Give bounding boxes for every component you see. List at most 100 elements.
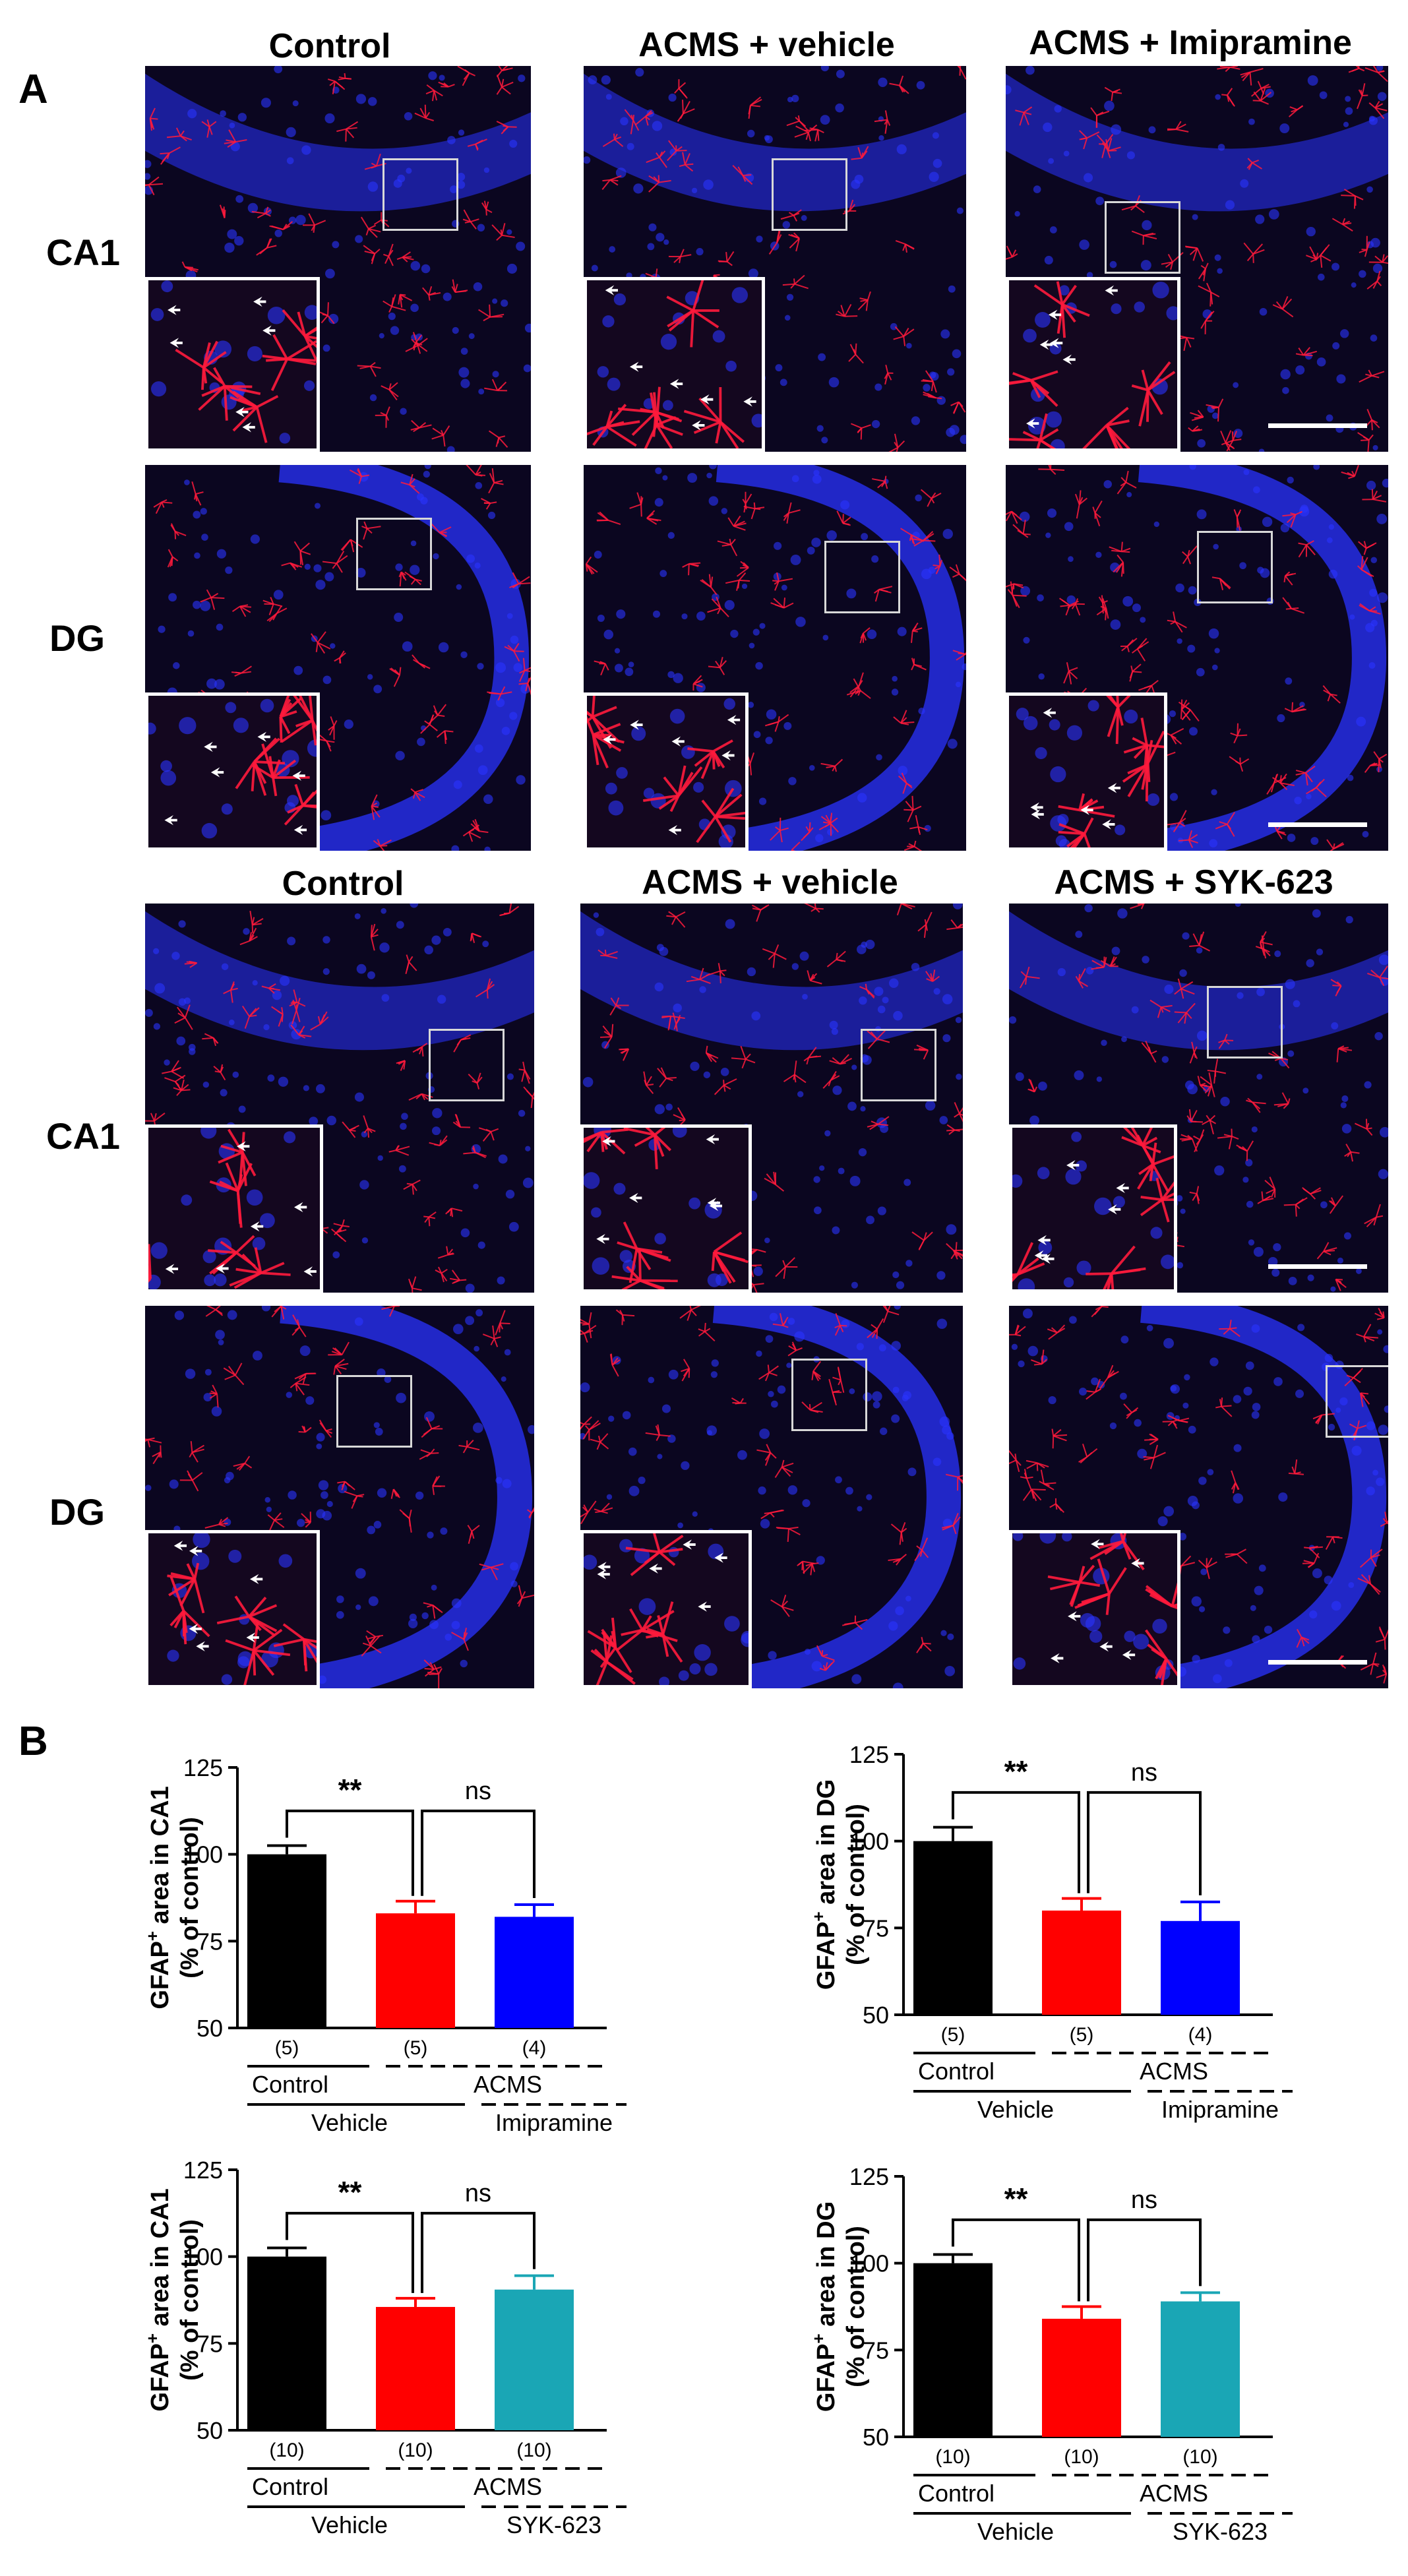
significance-label: ns [1131, 2186, 1157, 2214]
group-label-vehicle: Vehicle [311, 2511, 388, 2538]
bar [913, 2263, 993, 2437]
n-label: (5) [1070, 2024, 1094, 2046]
n-label: (4) [1188, 2024, 1213, 2046]
bar [495, 1917, 574, 2028]
zoom-inset [145, 1530, 320, 1688]
group-label-vehicle: Vehicle [977, 2518, 1054, 2545]
group-label-control: Control [252, 2071, 328, 2098]
bar [913, 1841, 993, 2015]
group-label-control: Control [918, 2480, 995, 2507]
micrograph-image [580, 1306, 963, 1688]
group-label-vehicle: Vehicle [311, 2109, 388, 2136]
micrograph-image [1009, 904, 1388, 1293]
y-tick-label: 125 [183, 2157, 223, 2184]
bar [1042, 1911, 1121, 2015]
significance-label: ** [338, 1773, 362, 1807]
chart-svg: 50 75 100 125 GFAP+ area in CA1 (% of control… [142, 2157, 627, 2538]
row-label-dg-2: DG [49, 1491, 105, 1533]
n-label: (10) [1182, 2446, 1217, 2468]
micrograph-image [584, 66, 966, 452]
n-label: (5) [275, 2037, 299, 2059]
bar [376, 1913, 455, 2028]
row-label-ca1: CA1 [46, 231, 121, 273]
roi-box [429, 1029, 505, 1101]
y-tick-label: 50 [197, 2015, 223, 2042]
y-tick-label: 75 [863, 2337, 889, 2364]
roi-box [1105, 201, 1180, 274]
n-label: (5) [941, 2024, 965, 2046]
y-axis-label: GFAP+ area in DG [809, 2201, 840, 2412]
column-title-control: Control [268, 27, 391, 65]
significance-label: ** [338, 2175, 362, 2209]
significance-label: ns [465, 1777, 491, 1805]
column-title-control-2: Control [282, 865, 404, 903]
micrograph-image [145, 66, 531, 452]
y-tick-label: 50 [863, 2424, 889, 2451]
group-label-control: Control [918, 2058, 995, 2085]
bar [247, 1854, 326, 2028]
micrograph-image [584, 465, 966, 851]
significance-label: ns [1131, 1759, 1157, 1787]
zoom-inset [584, 692, 749, 851]
roi-box [824, 541, 900, 613]
group-label-drug: SYK-623 [506, 2511, 601, 2538]
y-tick-label: 100 [849, 2250, 889, 2277]
y-tick-label: 75 [197, 1928, 223, 1955]
bar [1042, 2318, 1121, 2437]
roi-box [861, 1029, 936, 1101]
group-label-drug: Imipramine [495, 2109, 613, 2136]
bar-chart-ca1-imipramine: 50 75 100 125 GFAP+ area in CA1 (% of control… [142, 1728, 739, 2136]
zoom-inset [1006, 692, 1167, 851]
micrograph-image [1006, 465, 1388, 851]
y-axis-label-unit: (% of control) [176, 1817, 204, 1978]
n-label: (10) [269, 2439, 304, 2461]
bar [495, 2289, 574, 2430]
y-tick-label: 50 [863, 2002, 889, 2029]
y-tick-label: 100 [183, 1841, 223, 1868]
roi-box [1326, 1365, 1388, 1438]
significance-label: ns [465, 2180, 491, 2207]
row-label-ca1-2: CA1 [46, 1115, 121, 1157]
chart-svg: 50 75 100 125 GFAP+ area in DG (% of control)… [809, 1741, 1293, 2123]
y-tick-label: 50 [197, 2417, 223, 2444]
zoom-inset [1009, 1530, 1180, 1688]
y-axis-label-unit: (% of control) [842, 1804, 870, 1965]
column-title-acms-vehicle: ACMS + vehicle [638, 26, 895, 64]
y-axis-label: GFAP+ area in CA1 [142, 2188, 174, 2411]
chart-svg: 50 75 100 125 GFAP+ area in DG (% of control)… [809, 2163, 1293, 2545]
y-tick-label: 100 [849, 1828, 889, 1855]
group-label-drug: SYK-623 [1173, 2518, 1268, 2545]
column-title-acms-syk623: ACMS + SYK-623 [1054, 863, 1333, 902]
row-label-dg: DG [49, 617, 105, 659]
bar [247, 2256, 326, 2430]
micrograph-image [1009, 1306, 1388, 1688]
bar-chart-ca1-syk623: 50 75 100 125 GFAP+ area in CA1 (% of control… [142, 2130, 739, 2542]
chart-svg: 50 75 100 125 GFAP+ area in CA1 (% of control… [142, 1754, 627, 2136]
group-label-acms: ACMS [474, 2071, 542, 2098]
y-tick-label: 100 [183, 2244, 223, 2271]
scale-bar [1268, 423, 1367, 428]
n-label: (10) [1064, 2446, 1099, 2468]
y-tick-label: 125 [849, 2163, 889, 2190]
micrograph-image [145, 1306, 534, 1688]
group-label-acms: ACMS [474, 2473, 542, 2500]
significance-bracket [421, 2211, 536, 2293]
n-label: (10) [398, 2439, 433, 2461]
y-tick-label: 75 [863, 1915, 889, 1942]
zoom-inset [580, 1124, 752, 1293]
bar-chart-dg-syk623: 50 75 100 125 GFAP+ area in DG (% of control)… [809, 2137, 1405, 2562]
roi-box [1207, 986, 1283, 1058]
group-label-control: Control [252, 2473, 328, 2500]
y-tick-label: 75 [197, 2330, 223, 2357]
significance-label: ** [1004, 2182, 1028, 2216]
scale-bar [1268, 822, 1367, 827]
significance-bracket [421, 1809, 536, 1899]
y-axis-label-unit: (% of control) [176, 2219, 204, 2381]
significance-bracket [1087, 1791, 1202, 1895]
scale-bar [1268, 1660, 1367, 1665]
n-label: (4) [522, 2037, 547, 2059]
y-tick-label: 125 [849, 1741, 889, 1768]
panel-a-label: A [18, 67, 48, 112]
roi-box [383, 158, 458, 231]
micrograph-image [145, 465, 531, 851]
